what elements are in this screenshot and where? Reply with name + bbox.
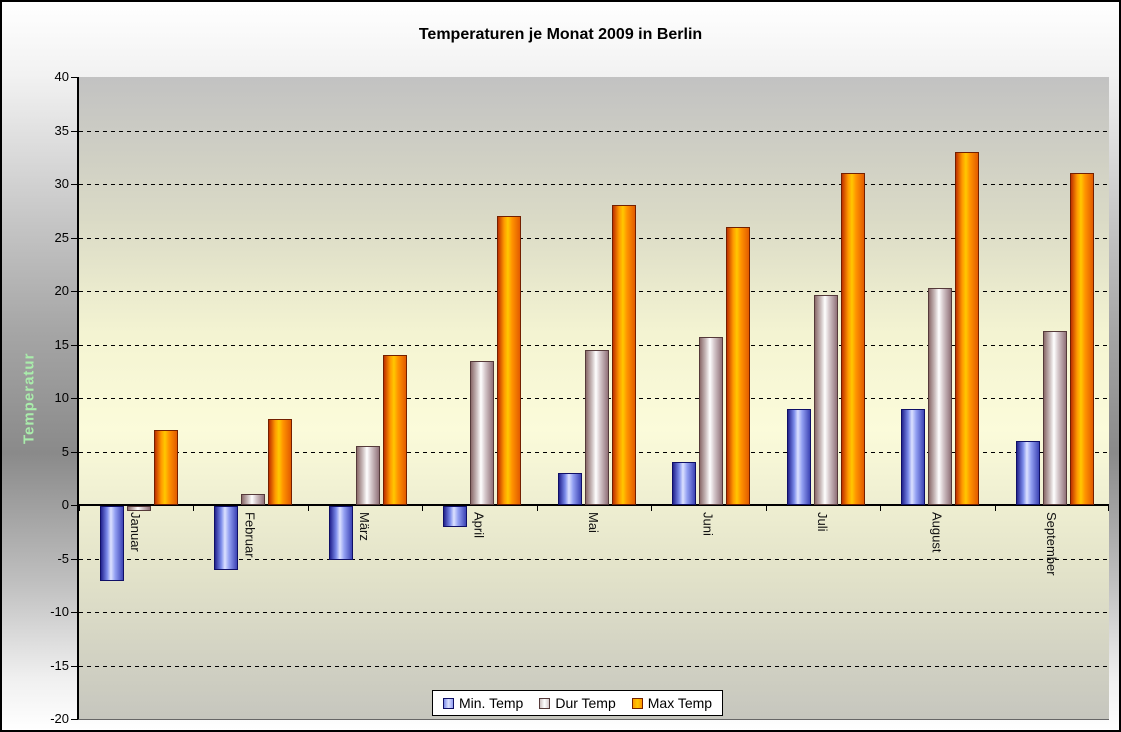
y-axis-tick: [71, 719, 78, 720]
bar-dur-temp-juli: [813, 295, 838, 505]
bar-max-temp-april: [497, 216, 522, 505]
chart-title: Temperaturen je Monat 2009 in Berlin: [418, 26, 703, 43]
bar-min-temp-august: [901, 408, 926, 505]
bar-min-temp-juli: [786, 408, 811, 505]
y-axis-tick-label: 40: [54, 69, 69, 84]
x-axis-label-april: April: [471, 512, 487, 539]
bar-dur-temp-mai: [584, 349, 609, 505]
gridline: [79, 237, 1109, 239]
x-axis-label-märz: März: [357, 512, 373, 541]
y-axis-tick-label: -10: [50, 604, 69, 619]
plot-area: 40 35 30 25 20 15 10 5 0 -5 -10 -15 -20 Januar Februar…: [50, 69, 1109, 726]
gridline: [79, 344, 1109, 346]
y-axis-tick: [71, 77, 78, 78]
y-axis-tick: [71, 665, 78, 667]
bar-max-temp-september: [1069, 173, 1094, 505]
bar-max-temp-juni: [726, 226, 751, 505]
category-boundary-tick: [765, 505, 767, 511]
y-axis-tick: [71, 398, 78, 399]
category-boundary-tick: [193, 505, 195, 511]
x-axis-zero-line: [79, 504, 1109, 506]
bar-min-temp-april: [443, 506, 468, 528]
bar-max-temp-juli: [840, 173, 865, 505]
y-axis-tick-label: 20: [54, 283, 69, 298]
legend-item-min-temp: Min. Temp: [443, 695, 523, 711]
y-axis-tick-label: -5: [57, 550, 69, 566]
y-axis-tick: [71, 184, 78, 185]
y-axis-tick-label: 25: [54, 229, 69, 245]
y-axis-tick-label: 35: [54, 122, 69, 138]
legend: Min. Temp Dur Temp Max Temp: [432, 690, 724, 716]
bar-max-temp-februar: [268, 419, 293, 505]
y-axis-tick: [71, 451, 78, 453]
x-axis-label-juli: Juli: [814, 512, 830, 532]
y-axis-tick-label: 30: [54, 176, 69, 191]
bar-max-temp-mai: [611, 205, 636, 505]
bar-dur-temp-märz: [355, 446, 380, 505]
bar-min-temp-mai: [557, 472, 582, 505]
bar-dur-temp-september: [1042, 330, 1067, 505]
bar-min-temp-januar: [100, 506, 124, 581]
gridline: [79, 558, 1109, 560]
bar-max-temp-märz: [382, 355, 407, 505]
bar-max-temp-august: [955, 151, 980, 505]
bar-min-temp-februar: [214, 506, 239, 571]
bar-min-temp-september: [1015, 440, 1040, 505]
category-boundary-tick: [651, 505, 653, 511]
y-axis-tick: [71, 291, 78, 292]
x-axis-label-juni: Juni: [700, 512, 716, 536]
gridline: [79, 665, 1109, 667]
legend-item-max-temp: Max Temp: [631, 695, 713, 711]
gridline: [79, 184, 1109, 185]
bar-dur-temp-februar: [241, 494, 266, 505]
category-boundary-tick: [422, 505, 424, 511]
legend-label: Max Temp: [647, 695, 713, 711]
y-axis-tick: [71, 344, 78, 346]
y-axis-tick-label: 10: [54, 390, 69, 405]
gridline: [79, 130, 1109, 132]
category-boundary-tick: [880, 505, 882, 511]
category-boundary-tick: [1108, 505, 1109, 511]
y-axis-tick: [71, 130, 78, 132]
y-axis-tick-label: -15: [50, 657, 69, 673]
bar-dur-temp-august: [928, 287, 953, 505]
y-axis-tick: [71, 237, 78, 239]
legend-label: Min. Temp: [459, 695, 524, 711]
x-axis-label-september: September: [1043, 512, 1059, 576]
y-axis-tick: [71, 612, 78, 613]
legend-swatch-icon: [443, 697, 454, 709]
bar-dur-temp-januar: [127, 506, 151, 512]
bar-max-temp-januar: [154, 430, 178, 505]
gridline: [79, 291, 1109, 292]
x-axis-label-august: August: [929, 512, 945, 553]
bar-min-temp-juni: [672, 462, 697, 505]
bar-dur-temp-juni: [699, 337, 724, 505]
y-axis-tick: [71, 505, 78, 506]
category-boundary-tick: [79, 505, 80, 511]
x-axis-label-mai: Mai: [586, 512, 601, 533]
legend-label: Dur Temp: [555, 695, 616, 711]
category-boundary-tick: [994, 505, 996, 511]
x-axis-label-februar: Februar: [242, 512, 258, 558]
y-axis-tick-label: 15: [54, 336, 69, 352]
category-boundary-tick: [536, 505, 538, 511]
x-axis-label-januar: Januar: [128, 512, 144, 552]
legend-swatch-icon: [539, 697, 551, 709]
category-boundary-tick: [307, 505, 309, 511]
y-axis-tick: [71, 558, 78, 560]
y-axis-tick-label: -20: [50, 711, 69, 726]
legend-item-dur-temp: Dur Temp: [539, 695, 616, 711]
bar-dur-temp-april: [470, 360, 495, 505]
legend-swatch-icon: [631, 697, 643, 709]
y-axis-tick-label: 5: [61, 443, 69, 459]
bar-min-temp-märz: [328, 506, 353, 560]
gridline: [79, 612, 1109, 613]
y-axis-tick-label: 0: [61, 497, 69, 512]
